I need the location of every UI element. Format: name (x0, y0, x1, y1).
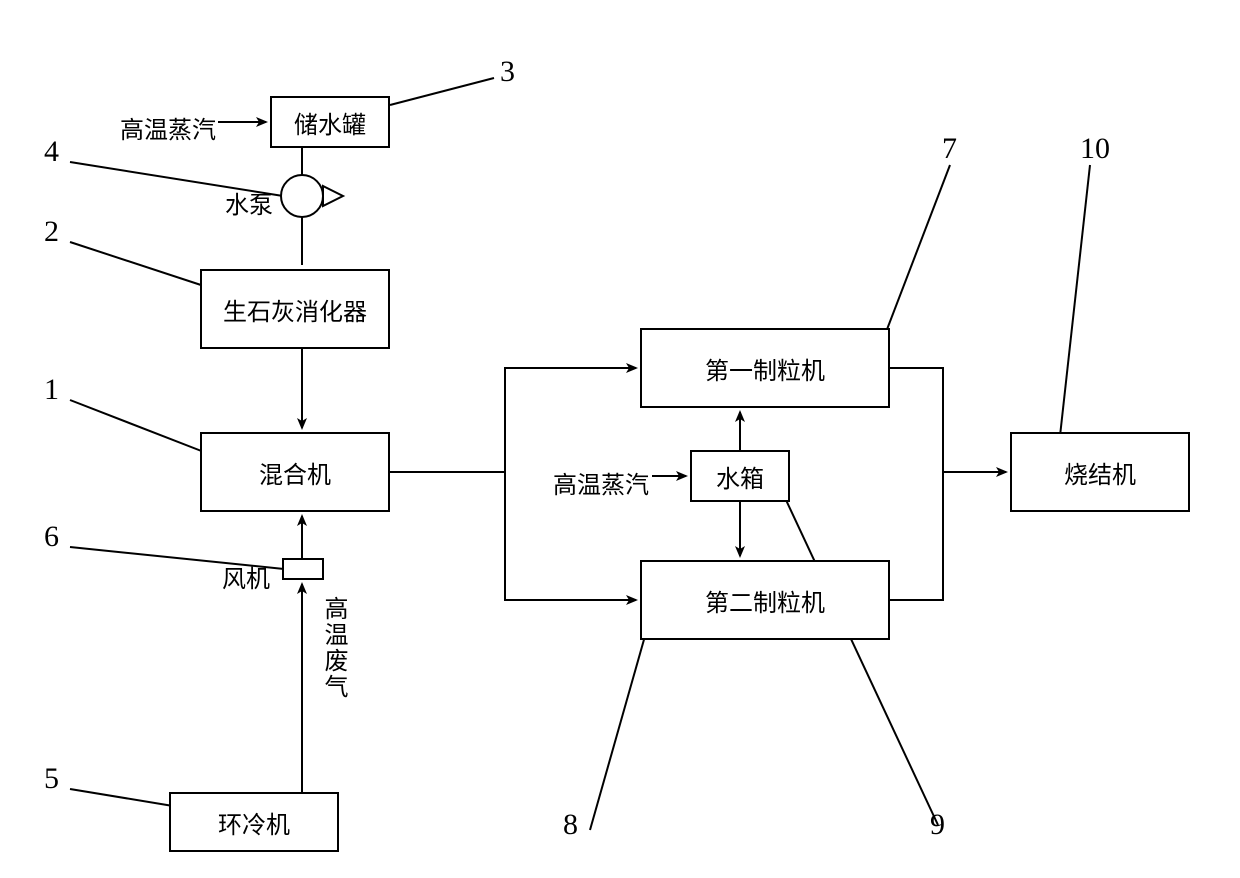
callout-line-10 (1060, 165, 1090, 436)
callout-line-5 (70, 789, 173, 806)
callout-7: 7 (942, 132, 957, 166)
callout-line-7 (886, 165, 950, 332)
lime-slaker-box: 生石灰消化器 (200, 269, 390, 349)
fan-label: 风机 (222, 559, 270, 594)
callout-6: 6 (44, 520, 59, 554)
water-tank-box: 储水罐 (270, 96, 390, 148)
callout-1: 1 (44, 373, 59, 407)
callout-8: 8 (563, 808, 578, 842)
granulator-1-label: 第一制粒机 (705, 351, 825, 386)
water-tank-label: 储水罐 (294, 105, 366, 140)
mixer-label: 混合机 (259, 455, 331, 490)
ring-cooler-box: 环冷机 (169, 792, 339, 852)
granulator-2-label: 第二制粒机 (705, 583, 825, 618)
mixer-box: 混合机 (200, 432, 390, 512)
callout-line-1 (70, 400, 204, 452)
callout-line-3 (390, 78, 494, 105)
callout-10: 10 (1080, 132, 1110, 166)
sinter-machine-box: 烧结机 (1010, 432, 1190, 512)
pump-outlet-icon (323, 186, 343, 206)
process-flow-diagram: 储水罐 生石灰消化器 混合机 环冷机 第一制粒机 第二制粒机 水箱 烧结机 高温… (0, 0, 1240, 878)
callout-3: 3 (500, 55, 515, 89)
pump-label: 水泵 (225, 185, 273, 220)
granulator-2-box: 第二制粒机 (640, 560, 890, 640)
edge-gran2-to-merge (890, 472, 943, 600)
lime-slaker-label: 生石灰消化器 (223, 292, 367, 327)
hot-exhaust-label: 高温废气 (316, 596, 351, 700)
steam-inlet-top-label: 高温蒸汽 (120, 110, 216, 145)
callout-5: 5 (44, 762, 59, 796)
water-box: 水箱 (690, 450, 790, 502)
pump-icon (281, 175, 323, 217)
callout-2: 2 (44, 215, 59, 249)
callout-line-9 (786, 500, 938, 825)
callout-line-2 (70, 242, 204, 286)
steam-inlet-mid-label: 高温蒸汽 (553, 465, 649, 500)
water-box-label: 水箱 (716, 459, 764, 494)
ring-cooler-label: 环冷机 (218, 805, 290, 840)
edge-gran1-to-merge (890, 368, 943, 472)
granulator-1-box: 第一制粒机 (640, 328, 890, 408)
callout-line-8 (590, 636, 645, 830)
fan-icon (282, 558, 324, 580)
callout-4: 4 (44, 135, 59, 169)
callout-9: 9 (930, 808, 945, 842)
edge-split-to-gran1 (505, 368, 636, 472)
sinter-machine-label: 烧结机 (1064, 455, 1136, 490)
